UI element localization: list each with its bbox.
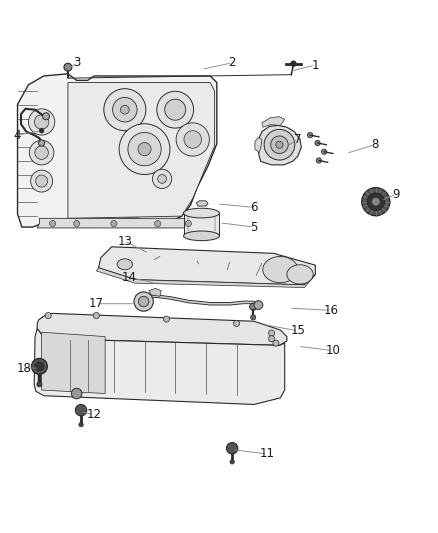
Circle shape: [35, 175, 48, 187]
Polygon shape: [184, 213, 219, 236]
Circle shape: [138, 296, 149, 307]
Ellipse shape: [287, 265, 313, 284]
Text: 13: 13: [117, 235, 132, 248]
Text: 9: 9: [392, 188, 400, 201]
Text: 3: 3: [73, 56, 80, 69]
Text: 14: 14: [122, 271, 137, 284]
Circle shape: [119, 124, 170, 174]
Circle shape: [120, 106, 129, 114]
Circle shape: [165, 99, 186, 120]
Ellipse shape: [117, 259, 132, 270]
Ellipse shape: [184, 208, 219, 218]
Circle shape: [42, 113, 49, 120]
Circle shape: [226, 442, 238, 454]
Circle shape: [251, 314, 256, 320]
Circle shape: [158, 174, 166, 183]
Circle shape: [113, 98, 137, 122]
Circle shape: [254, 301, 263, 310]
Circle shape: [291, 61, 296, 66]
Circle shape: [35, 146, 48, 159]
Circle shape: [321, 149, 327, 155]
Polygon shape: [42, 332, 105, 393]
Circle shape: [250, 303, 257, 310]
Polygon shape: [37, 313, 287, 345]
Circle shape: [367, 193, 385, 211]
Polygon shape: [34, 329, 285, 405]
Circle shape: [276, 141, 283, 148]
Text: 11: 11: [260, 448, 275, 461]
Circle shape: [79, 423, 83, 427]
Circle shape: [315, 140, 320, 146]
Circle shape: [111, 221, 117, 227]
Circle shape: [45, 312, 51, 319]
Circle shape: [37, 382, 42, 387]
Circle shape: [316, 158, 321, 163]
Text: 2: 2: [228, 56, 236, 69]
Text: 5: 5: [251, 221, 258, 233]
Circle shape: [31, 170, 53, 192]
Circle shape: [157, 91, 194, 128]
Ellipse shape: [184, 231, 219, 241]
Circle shape: [104, 88, 146, 131]
Circle shape: [268, 330, 275, 336]
Circle shape: [184, 131, 201, 148]
Text: 18: 18: [17, 361, 32, 375]
Circle shape: [64, 63, 72, 71]
Circle shape: [134, 292, 153, 311]
Circle shape: [34, 115, 49, 129]
Text: 6: 6: [250, 201, 258, 214]
Circle shape: [155, 221, 161, 227]
Polygon shape: [18, 74, 217, 227]
Text: 10: 10: [325, 344, 340, 357]
Polygon shape: [255, 138, 262, 152]
Circle shape: [362, 188, 390, 216]
Circle shape: [176, 123, 209, 156]
Polygon shape: [258, 125, 301, 165]
Text: 4: 4: [14, 128, 21, 142]
Circle shape: [75, 405, 87, 416]
Polygon shape: [37, 219, 201, 228]
Text: 17: 17: [89, 297, 104, 310]
Circle shape: [264, 130, 295, 160]
Text: 15: 15: [290, 325, 305, 337]
Text: 1: 1: [311, 59, 319, 71]
Circle shape: [372, 198, 379, 205]
Circle shape: [93, 312, 99, 319]
Circle shape: [138, 142, 151, 156]
Ellipse shape: [263, 256, 298, 282]
Circle shape: [163, 316, 170, 322]
Polygon shape: [68, 83, 215, 219]
Text: 12: 12: [87, 408, 102, 421]
Text: 16: 16: [323, 304, 338, 317]
Circle shape: [307, 133, 313, 138]
Text: 8: 8: [371, 138, 378, 151]
Polygon shape: [262, 117, 285, 127]
Circle shape: [39, 128, 44, 133]
Circle shape: [39, 140, 45, 146]
Circle shape: [28, 109, 55, 135]
Circle shape: [71, 388, 82, 399]
Circle shape: [273, 340, 279, 346]
Circle shape: [152, 169, 172, 189]
Circle shape: [35, 362, 44, 371]
Polygon shape: [196, 201, 208, 206]
Circle shape: [230, 459, 234, 464]
Circle shape: [185, 221, 191, 227]
Circle shape: [128, 133, 161, 166]
Circle shape: [268, 336, 275, 342]
Circle shape: [74, 221, 80, 227]
Polygon shape: [99, 247, 315, 285]
Circle shape: [271, 136, 288, 154]
Text: 7: 7: [294, 133, 302, 146]
Polygon shape: [96, 268, 315, 287]
Circle shape: [233, 320, 240, 327]
Circle shape: [49, 221, 56, 227]
Polygon shape: [149, 288, 161, 296]
Circle shape: [29, 140, 54, 165]
Circle shape: [32, 359, 47, 374]
